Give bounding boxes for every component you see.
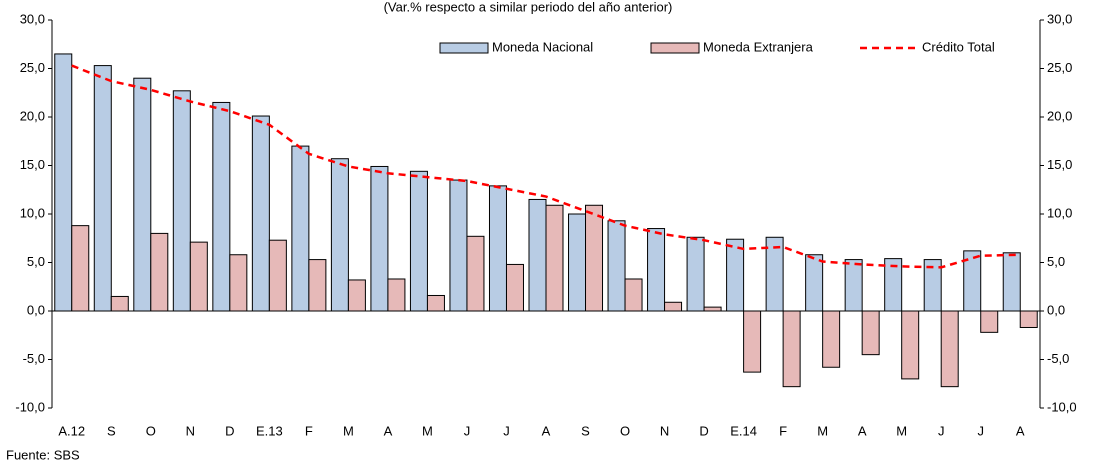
x-tick-label: A: [858, 423, 867, 438]
x-tick-label: A: [542, 423, 551, 438]
bar: [505, 263, 524, 312]
x-tick-label: O: [620, 423, 630, 438]
legend-label: Moneda Nacional: [492, 39, 593, 54]
x-tick-label: S: [107, 423, 116, 438]
bar: [585, 204, 604, 312]
x-tick-label: J: [503, 423, 510, 438]
y-tick-label: 20,0: [20, 108, 45, 123]
x-tick-label: A: [1016, 423, 1025, 438]
x-tick-label: M: [422, 423, 433, 438]
legend-label: Moneda Extranjera: [703, 39, 814, 54]
bar: [647, 228, 666, 312]
bar: [568, 213, 587, 312]
bar: [189, 241, 208, 312]
y2-tick-label: 25,0: [1047, 60, 1072, 75]
source-note: Fuente: SBS: [6, 447, 80, 462]
bar: [805, 254, 824, 312]
bar: [150, 232, 169, 312]
bar: [1019, 310, 1038, 328]
x-tick-label: S: [581, 423, 590, 438]
legend-swatch: [650, 42, 700, 54]
bar: [133, 77, 152, 312]
x-tick-label: N: [186, 423, 195, 438]
y2-tick-label: -10,0: [1047, 399, 1077, 414]
x-tick-label: F: [305, 423, 313, 438]
x-tick-label: J: [938, 423, 945, 438]
y2-tick-label: 20,0: [1047, 108, 1072, 123]
x-tick-label: E.14: [730, 423, 757, 438]
y-tick-label: 30,0: [20, 11, 45, 26]
x-tick-label: N: [660, 423, 669, 438]
x-tick-label: O: [146, 423, 156, 438]
bar: [703, 306, 722, 312]
bar: [782, 310, 801, 388]
bar: [330, 158, 349, 312]
bar: [901, 310, 920, 380]
bar: [426, 294, 445, 312]
x-tick-label: J: [464, 423, 471, 438]
bar: [686, 236, 705, 312]
bar: [268, 239, 287, 312]
bar: [545, 204, 564, 312]
bar: [71, 225, 90, 312]
bar: [212, 101, 231, 312]
x-tick-label: D: [225, 423, 234, 438]
x-tick-label: A: [384, 423, 393, 438]
bar: [251, 115, 270, 312]
x-tick-label: A.12: [58, 423, 85, 438]
bar: [844, 259, 863, 312]
x-tick-label: M: [896, 423, 907, 438]
y2-tick-label: 10,0: [1047, 205, 1072, 220]
bar: [347, 279, 366, 312]
x-tick-label: M: [817, 423, 828, 438]
legend-swatch: [439, 42, 489, 54]
x-tick-label: F: [779, 423, 787, 438]
x-tick-label: E.13: [256, 423, 283, 438]
bar: [172, 90, 191, 312]
x-tick-label: J: [977, 423, 984, 438]
bar: [449, 179, 468, 312]
bar: [229, 254, 248, 312]
bar: [726, 238, 745, 312]
y-tick-label: 0,0: [27, 302, 45, 317]
bar: [409, 170, 428, 312]
bar: [980, 310, 999, 333]
bar: [308, 259, 327, 312]
bar: [1002, 252, 1021, 312]
y2-tick-label: -5,0: [1047, 351, 1069, 366]
y2-tick-label: 0,0: [1047, 302, 1065, 317]
y2-tick-label: 15,0: [1047, 157, 1072, 172]
bar: [291, 145, 310, 312]
y-tick-label: 25,0: [20, 60, 45, 75]
bar: [93, 65, 112, 312]
bar: [861, 310, 880, 356]
legend-label: Crédito Total: [922, 39, 995, 54]
y-tick-label: -10,0: [15, 399, 45, 414]
bar: [822, 310, 841, 368]
x-tick-label: M: [343, 423, 354, 438]
bar: [488, 185, 507, 312]
bar: [607, 220, 626, 312]
x-tick-label: D: [699, 423, 708, 438]
y-tick-label: -5,0: [23, 351, 45, 366]
bar: [664, 301, 683, 312]
bar: [466, 235, 485, 312]
y-tick-label: 15,0: [20, 157, 45, 172]
y-tick-label: 5,0: [27, 254, 45, 269]
bar: [528, 198, 547, 312]
bar: [624, 278, 643, 312]
y2-tick-label: 5,0: [1047, 254, 1065, 269]
bar: [54, 53, 73, 312]
y-tick-label: 10,0: [20, 205, 45, 220]
bar: [940, 310, 959, 388]
bar: [387, 278, 406, 312]
bar: [743, 310, 762, 373]
line-series: [71, 64, 1021, 269]
y2-tick-label: 30,0: [1047, 11, 1072, 26]
bar: [370, 165, 389, 312]
bar: [110, 295, 129, 312]
chart-subtitle: (Var.% respecto a similar periodo del añ…: [384, 0, 673, 14]
